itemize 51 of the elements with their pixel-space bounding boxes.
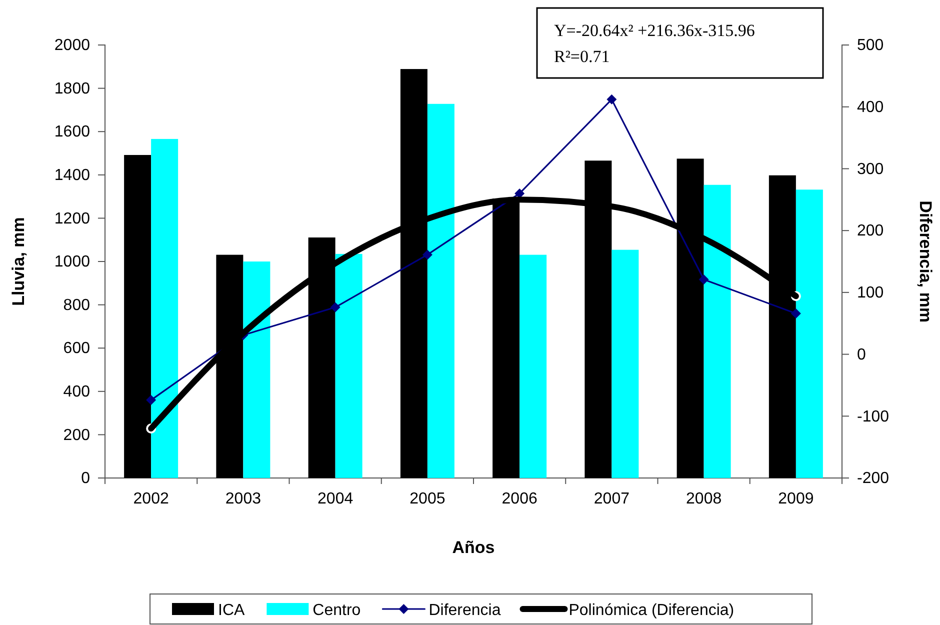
x-tick-label: 2009 [778, 490, 814, 508]
y2-tick-label: 400 [857, 98, 884, 116]
y-tick-label: 1200 [54, 210, 90, 228]
y-tick-label: 1400 [54, 167, 90, 184]
y-tick-label: 1000 [54, 254, 90, 271]
bar [704, 184, 731, 478]
bar [520, 254, 547, 478]
legend-label: Centro [312, 602, 361, 619]
text: Y=-20.64x² +216.36x-315.96 [554, 21, 755, 40]
point [330, 302, 340, 312]
y-axis-title: Lluvia, mm [9, 217, 28, 306]
x-tick-label: 2003 [225, 490, 262, 508]
point [422, 250, 432, 260]
bar [796, 190, 823, 478]
legend-label: Polinómica (Diferencia) [568, 602, 734, 619]
point [698, 274, 709, 284]
point [514, 188, 525, 198]
x-axis-title: Años [452, 538, 495, 557]
y-tick-label: 1600 [54, 124, 90, 141]
y-tick-label: 600 [63, 340, 90, 358]
y-tick-label: 800 [63, 296, 90, 314]
y-tick-label: 0 [81, 470, 90, 488]
y-tick-label: 2000 [54, 37, 90, 54]
x-tick-label: 2007 [594, 490, 630, 508]
bar [243, 262, 270, 478]
bar [612, 250, 639, 478]
x-tick-label: 2005 [410, 490, 446, 508]
bar [151, 138, 178, 478]
y2-axis-title: Diferencia, mm [916, 200, 935, 322]
y-tick-label: 200 [63, 426, 90, 444]
point [790, 308, 801, 318]
x-tick-label: 2006 [502, 490, 538, 508]
x-tick-label: 2004 [318, 490, 354, 508]
y2-tick-label: 0 [857, 346, 866, 364]
x-tick-label: 2008 [686, 490, 722, 508]
y2-tick-label: 200 [857, 222, 884, 240]
y-tick-label: 400 [63, 384, 90, 401]
y2-tick-label: 100 [857, 284, 884, 302]
point [606, 94, 617, 104]
point [146, 395, 156, 406]
y-tick-label: 1800 [54, 80, 90, 98]
y2-tick-label: -200 [857, 470, 890, 488]
bar [427, 104, 454, 478]
y2-tick-label: 500 [857, 37, 884, 54]
legend-label: Diferencia [428, 602, 501, 619]
annotation: R²=0.71 [554, 47, 610, 66]
bar [335, 254, 362, 478]
y2-tick-label: 300 [857, 160, 884, 178]
y2-tick-label: -100 [857, 408, 890, 426]
legend-label: ICA [218, 602, 245, 619]
x-tick-label: 2002 [133, 490, 169, 508]
